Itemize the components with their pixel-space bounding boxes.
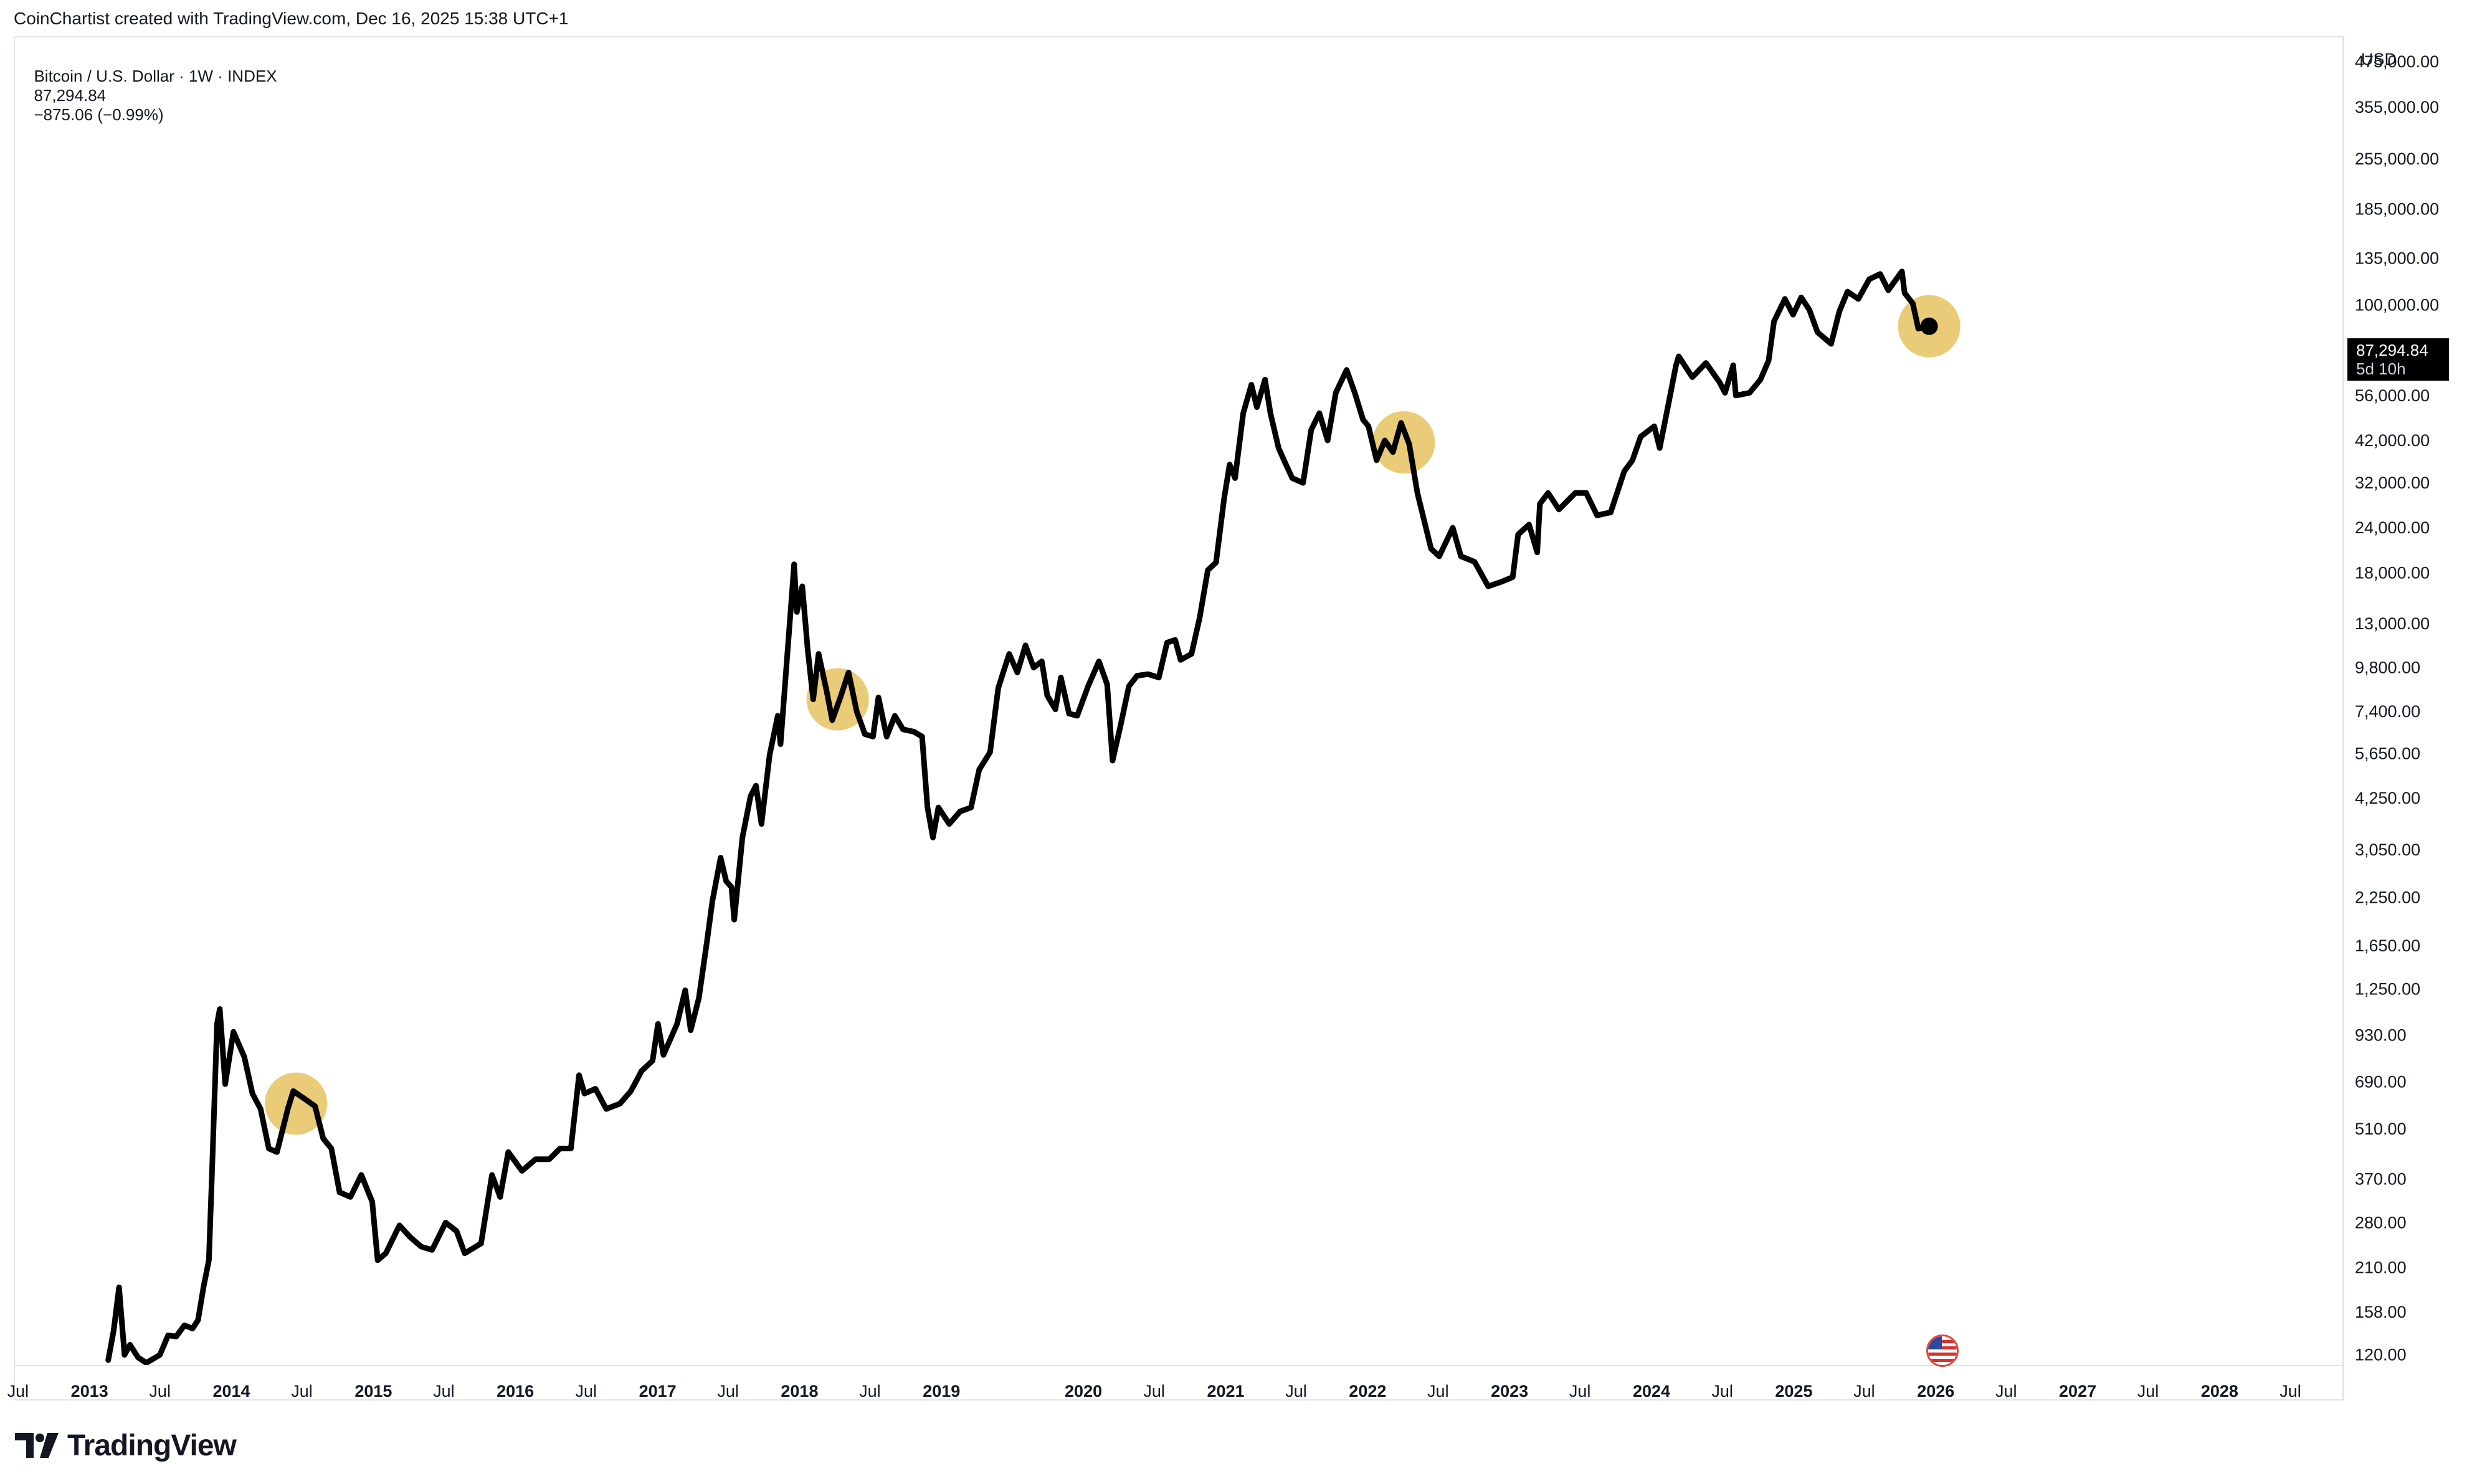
time-tick-label: 2018 xyxy=(781,1382,818,1401)
symbol-legend[interactable]: Bitcoin / U.S. Dollar · 1W · INDEX 87,29… xyxy=(25,47,283,125)
price-tick-label: 3,050.00 xyxy=(2355,840,2420,859)
time-tick-label: 2016 xyxy=(497,1382,534,1401)
time-tick-label: 2022 xyxy=(1349,1382,1386,1401)
price-tick-label: 280.00 xyxy=(2355,1213,2407,1232)
time-tick-label: 2013 xyxy=(71,1382,108,1401)
time-tick-label: Jul xyxy=(1853,1382,1875,1401)
legend-symbol: Bitcoin / U.S. Dollar · 1W · INDEX xyxy=(34,67,277,85)
price-tick-label: 370.00 xyxy=(2355,1170,2407,1189)
last-price-tag: 87,294.84 5d 10h xyxy=(2347,338,2449,381)
time-tick-label: Jul xyxy=(1427,1382,1449,1401)
price-tick-label: 100,000.00 xyxy=(2355,296,2439,315)
time-tick-label: 2023 xyxy=(1491,1382,1528,1401)
price-tick-label: 42,000.00 xyxy=(2355,431,2430,450)
price-tick-label: 475,000.00 xyxy=(2355,52,2439,71)
last-price-value: 87,294.84 xyxy=(2356,341,2428,359)
price-axis: 475,000.00 355,000.00 255,000.00 185,000.00… xyxy=(2355,52,2439,1364)
price-tick-label: 7,400.00 xyxy=(2355,702,2420,721)
time-tick-label: Jul xyxy=(717,1382,739,1401)
price-tick-label: 9,800.00 xyxy=(2355,659,2420,677)
price-tick-label: 135,000.00 xyxy=(2355,249,2439,267)
time-tick-label: Jul xyxy=(149,1382,171,1401)
time-tick-label: Jul xyxy=(2137,1382,2159,1401)
price-tick-label: 355,000.00 xyxy=(2355,98,2439,117)
price-tick-label: 690.00 xyxy=(2355,1072,2407,1091)
time-tick-label: Jul xyxy=(291,1382,313,1401)
highlight-circle-3 xyxy=(1372,411,1435,473)
tradingview-logo[interactable]: TradingView xyxy=(15,1427,237,1464)
time-tick-label: Jul xyxy=(2279,1382,2301,1401)
price-tick-label: 18,000.00 xyxy=(2355,563,2430,582)
price-tick-label: 158.00 xyxy=(2355,1303,2407,1321)
price-tick-label: 510.00 xyxy=(2355,1120,2407,1138)
time-tick-label: 2015 xyxy=(354,1382,392,1401)
time-tick-label: 2025 xyxy=(1775,1382,1812,1401)
bar-countdown: 5d 10h xyxy=(2356,359,2406,378)
price-tick-label: 2,250.00 xyxy=(2355,888,2420,906)
time-tick-label: Jul xyxy=(1143,1382,1165,1401)
time-tick-label: Jul xyxy=(1995,1382,2017,1401)
price-tick-label: 56,000.00 xyxy=(2355,386,2430,405)
time-tick-label: Jul xyxy=(1285,1382,1307,1401)
time-tick-label: Jul xyxy=(433,1382,455,1401)
time-tick-label: Jul xyxy=(7,1382,29,1401)
time-tick-label: 2027 xyxy=(2059,1382,2096,1401)
time-tick-label: 2019 xyxy=(923,1382,960,1401)
price-tick-label: 24,000.00 xyxy=(2355,518,2430,537)
price-tick-label: 5,650.00 xyxy=(2355,744,2420,763)
time-tick-label: 2020 xyxy=(1065,1382,1102,1401)
price-line xyxy=(105,269,1932,1366)
price-tick-label: 210.00 xyxy=(2355,1258,2407,1277)
time-tick-label: Jul xyxy=(1711,1382,1733,1401)
time-tick-label: Jul xyxy=(1569,1382,1591,1401)
price-tick-label: 930.00 xyxy=(2355,1026,2407,1045)
highlight-markers xyxy=(265,295,1961,1135)
price-tick-label: 13,000.00 xyxy=(2355,614,2430,633)
time-tick-label: Jul xyxy=(576,1382,597,1401)
price-tick-label: 255,000.00 xyxy=(2355,150,2439,168)
price-tick-label: 4,250.00 xyxy=(2355,789,2420,807)
currency-label[interactable]: USD xyxy=(2361,50,2397,69)
last-price-dot xyxy=(1920,317,1938,335)
price-tick-label: 1,250.00 xyxy=(2355,980,2420,999)
price-tick-label: 120.00 xyxy=(2355,1346,2407,1364)
time-tick-label: 2014 xyxy=(212,1382,250,1401)
time-tick-label: 2026 xyxy=(1917,1382,1954,1401)
legend-change: −875.06 (−0.99%) xyxy=(34,105,164,124)
price-tick-label: 1,650.00 xyxy=(2355,936,2420,955)
price-tick-label: 32,000.00 xyxy=(2355,473,2430,492)
time-tick-label: 2021 xyxy=(1207,1382,1244,1401)
brand-name: TradingView xyxy=(67,1429,237,1462)
time-tick-label: 2017 xyxy=(639,1382,677,1401)
legend-last: 87,294.84 xyxy=(34,86,107,105)
highlight-circle-1 xyxy=(265,1072,328,1135)
tradingview-mark-icon xyxy=(15,1433,59,1458)
time-axis: Jul 2013 Jul 2014 Jul 2015 Jul 2016 Jul 2017 Jul 20… xyxy=(7,1382,2301,1401)
us-flag-icon[interactable] xyxy=(1926,1334,1959,1367)
price-tick-label: 185,000.00 xyxy=(2355,200,2439,219)
chart-attribution: CoinChartist created with TradingView.co… xyxy=(14,9,569,28)
time-tick-label: 2028 xyxy=(2201,1382,2238,1401)
time-tick-label: Jul xyxy=(859,1382,881,1401)
time-tick-label: 2024 xyxy=(1633,1382,1670,1401)
